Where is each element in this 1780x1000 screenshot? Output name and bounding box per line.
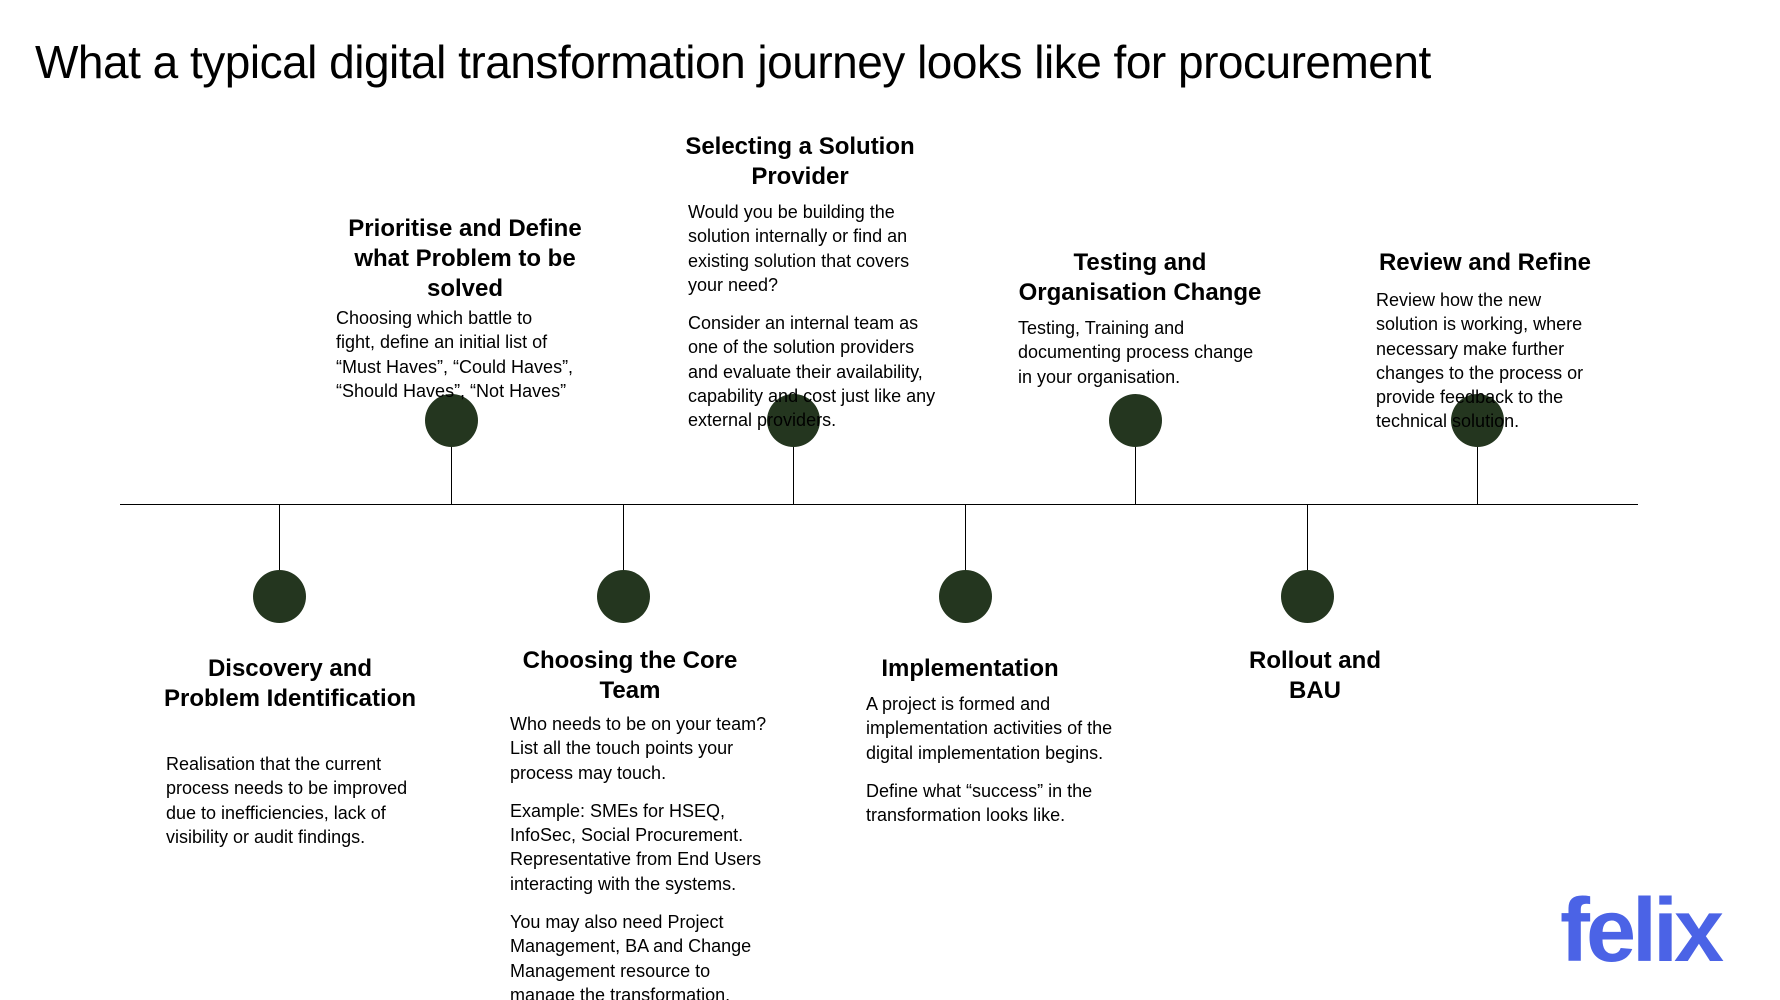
step-title-core-team: Choosing the Core Team	[520, 646, 740, 706]
connector-testing	[1135, 447, 1136, 504]
step-body-implementation: A project is formed and implementation a…	[866, 692, 1126, 827]
step-body-para: Example: SMEs for HSEQ, InfoSec, Social …	[510, 799, 780, 896]
step-body-para: Who needs to be on your team? List all t…	[510, 712, 780, 785]
node-discovery	[253, 570, 306, 623]
connector-rollout	[1307, 504, 1308, 570]
connector-discovery	[279, 504, 280, 570]
node-core-team	[597, 570, 650, 623]
node-rollout	[1281, 570, 1334, 623]
page-title: What a typical digital transformation jo…	[35, 35, 1431, 89]
step-body-para: Review how the new solution is working, …	[1376, 288, 1606, 434]
node-implementation	[939, 570, 992, 623]
step-body-para: Testing, Training and documenting proces…	[1018, 316, 1258, 389]
step-body-review: Review how the new solution is working, …	[1376, 288, 1606, 434]
step-title-implementation: Implementation	[850, 654, 1090, 684]
step-body-prioritise: Choosing which battle to fight, define a…	[336, 306, 576, 403]
step-body-para: Choosing which battle to fight, define a…	[336, 306, 576, 403]
step-title-prioritise: Prioritise and Define what Problem to be…	[330, 214, 600, 304]
timeline-axis	[120, 504, 1638, 505]
connector-prioritise	[451, 447, 452, 504]
step-body-discovery: Realisation that the current process nee…	[166, 752, 436, 849]
step-title-discovery: Discovery and Problem Identification	[160, 654, 420, 714]
step-body-para: Consider an internal team as one of the …	[688, 311, 948, 432]
connector-solution-provider	[793, 447, 794, 504]
step-body-para: Define what “success” in the transformat…	[866, 779, 1126, 828]
step-body-para: You may also need Project Management, BA…	[510, 910, 780, 1000]
step-title-review: Review and Refine	[1360, 248, 1610, 278]
step-body-core-team: Who needs to be on your team? List all t…	[510, 712, 780, 1000]
step-title-testing: Testing and Organisation Change	[1000, 248, 1280, 308]
step-title-solution-provider: Selecting a Solution Provider	[680, 132, 920, 192]
step-body-solution-provider: Would you be building the solution inter…	[688, 200, 948, 433]
felix-logo: felix	[1560, 880, 1720, 983]
step-body-testing: Testing, Training and documenting proces…	[1018, 316, 1258, 389]
step-body-para: Would you be building the solution inter…	[688, 200, 948, 297]
step-title-rollout: Rollout and BAU	[1220, 646, 1410, 706]
step-body-para: Realisation that the current process nee…	[166, 752, 436, 849]
node-testing	[1109, 394, 1162, 447]
step-body-para: A project is formed and implementation a…	[866, 692, 1126, 765]
connector-review	[1477, 447, 1478, 504]
connector-implementation	[965, 504, 966, 570]
connector-core-team	[623, 504, 624, 570]
